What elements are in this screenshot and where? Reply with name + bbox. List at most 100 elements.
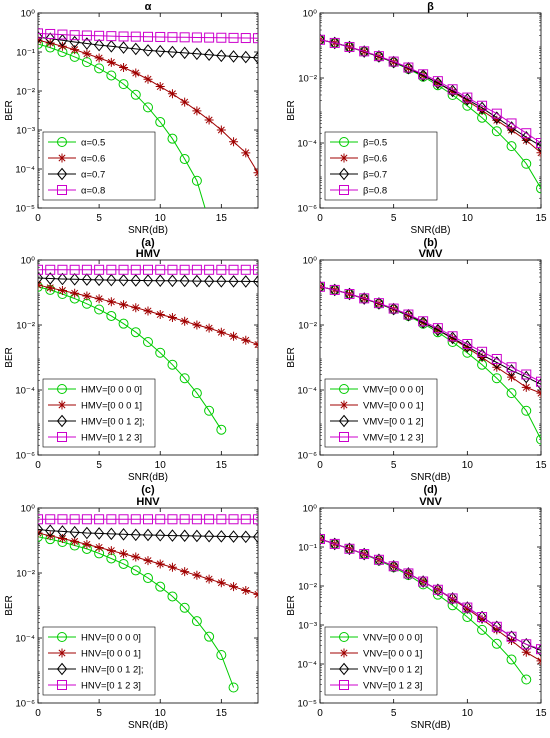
- data-point: [38, 28, 43, 39]
- plot-area: [38, 514, 258, 693]
- x-tick-label: 15: [216, 213, 228, 224]
- data-point: [106, 514, 117, 525]
- data-point: [329, 284, 340, 295]
- data-point: [45, 38, 55, 48]
- data-point: [477, 612, 488, 623]
- data-point: [359, 45, 370, 58]
- data-point: [228, 264, 239, 275]
- legend-entry: VMV=[0 1 2 3]: [330, 432, 423, 444]
- data-point: [447, 84, 458, 98]
- data-point: [45, 28, 56, 39]
- data-point: [179, 32, 190, 43]
- data-point: [216, 275, 227, 288]
- y-tick-label: 10⁻⁵: [15, 204, 35, 215]
- legend-entry: VNV=[0 0 0 1]: [330, 648, 422, 660]
- data-point: [155, 559, 165, 569]
- data-point: [492, 115, 502, 125]
- data-point: [329, 283, 340, 297]
- data-point: [447, 84, 458, 95]
- legend-label: VNV=[0 0 0 0]: [363, 633, 422, 644]
- y-axis-label: BER: [4, 595, 15, 616]
- data-point: [142, 528, 154, 542]
- series-4: [38, 514, 258, 525]
- legend-marker: [338, 414, 350, 428]
- legend-box: [324, 626, 438, 696]
- data-point: [118, 558, 129, 569]
- y-tick-label: 10⁻²: [16, 87, 35, 98]
- data-point: [118, 318, 129, 329]
- data-point: [373, 553, 385, 567]
- data-point: [536, 656, 541, 666]
- series-line: [320, 286, 541, 383]
- x-tick-label: 10: [155, 708, 167, 719]
- data-point: [521, 128, 532, 139]
- data-point: [191, 47, 203, 61]
- series-4: [320, 534, 541, 655]
- data-point: [94, 264, 105, 275]
- plot-area: [320, 33, 541, 194]
- data-point: [167, 313, 177, 323]
- data-point: [167, 514, 178, 525]
- x-axis-label: SNR(dB): [410, 720, 450, 731]
- data-point: [155, 117, 166, 128]
- x-tick-label: 10: [462, 708, 474, 719]
- data-point: [216, 264, 227, 275]
- legend-entry: VMV=[0 0 0 0]: [330, 384, 423, 396]
- legend-label: HMV=[0 0 1 2];: [81, 417, 145, 428]
- data-point: [179, 274, 190, 288]
- legend-marker: [57, 137, 67, 147]
- data-point: [535, 377, 541, 391]
- x-tick-label: 15: [216, 708, 228, 719]
- series-line: [38, 286, 222, 430]
- data-point: [94, 514, 105, 525]
- legend-marker: [339, 384, 349, 394]
- subplot-d: 0 5 10 15 10⁻⁶ 10⁻⁴ 10⁻² 10⁰ VMV SNR(dB) BER (d) VMV…: [286, 248, 547, 496]
- series-2: [38, 528, 258, 599]
- data-point: [94, 294, 104, 304]
- legend-marker: [57, 632, 67, 642]
- data-point: [180, 567, 190, 577]
- data-point: [191, 32, 202, 43]
- data-point: [228, 32, 239, 43]
- data-point: [167, 32, 178, 43]
- data-point: [81, 273, 93, 286]
- data-point: [536, 183, 541, 194]
- data-point: [521, 639, 532, 650]
- legend-box: [42, 131, 156, 201]
- data-point: [216, 578, 226, 588]
- data-point: [191, 514, 202, 525]
- chart-title: β: [427, 1, 434, 13]
- data-point: [521, 674, 532, 685]
- data-point: [69, 35, 80, 49]
- legend-entry: VMV=[0 0 0 1]: [330, 400, 423, 412]
- data-point: [418, 576, 429, 587]
- data-point: [106, 546, 116, 556]
- data-point: [106, 31, 117, 42]
- x-axis-label: SNR(dB): [128, 720, 168, 731]
- legend-marker: [338, 662, 350, 676]
- legend-entry: α=0.6: [48, 153, 105, 165]
- data-point: [359, 293, 370, 304]
- data-point: [57, 264, 68, 275]
- data-point: [57, 272, 68, 286]
- legend-entry: HMV=[0 0 0 1]: [48, 400, 142, 412]
- data-point: [204, 264, 215, 275]
- data-point: [388, 561, 399, 572]
- plot-area: [38, 28, 258, 208]
- legend-entry: VNV=[0 1 2 3]: [330, 680, 422, 692]
- y-tick-label: 10⁻²: [16, 321, 35, 332]
- legend-marker: [57, 400, 67, 410]
- data-point: [521, 158, 532, 169]
- data-point: [179, 373, 190, 384]
- series-4: [38, 264, 258, 275]
- data-point: [388, 303, 399, 314]
- data-point: [82, 49, 92, 59]
- data-point: [45, 524, 56, 538]
- y-tick-label: 10⁻²: [298, 582, 317, 593]
- x-tick-label: 15: [535, 460, 547, 471]
- data-point: [204, 514, 215, 525]
- data-point: [477, 346, 488, 357]
- data-point: [142, 274, 154, 287]
- data-point: [38, 281, 43, 292]
